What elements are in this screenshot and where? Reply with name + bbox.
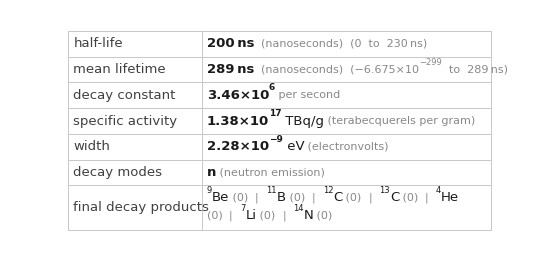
Text: (terabecquerels per gram): (terabecquerels per gram): [324, 116, 476, 126]
Text: He: He: [441, 191, 459, 204]
Text: 289 ns: 289 ns: [206, 63, 254, 76]
Text: |: |: [418, 192, 436, 203]
Text: 17: 17: [269, 109, 282, 118]
Text: 11: 11: [266, 186, 277, 195]
Text: mean lifetime: mean lifetime: [73, 63, 166, 76]
Text: 6: 6: [269, 83, 275, 92]
Text: half-life: half-life: [73, 37, 123, 50]
Text: to  289 ns): to 289 ns): [442, 64, 508, 75]
Text: 12: 12: [323, 186, 333, 195]
Text: (0): (0): [399, 193, 418, 203]
Text: TBq/g: TBq/g: [282, 115, 324, 127]
Text: (neutron emission): (neutron emission): [216, 167, 325, 178]
Text: 200 ns: 200 ns: [206, 37, 254, 50]
Text: C: C: [390, 191, 399, 204]
Text: (0): (0): [257, 211, 276, 220]
Text: (0): (0): [206, 211, 222, 220]
Text: (nanoseconds)  (0  to  230 ns): (nanoseconds) (0 to 230 ns): [254, 39, 428, 49]
Text: |: |: [305, 192, 323, 203]
Text: 7: 7: [240, 204, 245, 213]
Text: 13: 13: [379, 186, 390, 195]
Text: 9: 9: [206, 186, 212, 195]
Text: n: n: [206, 166, 216, 179]
Text: B: B: [277, 191, 286, 204]
Text: N: N: [304, 209, 313, 222]
Text: decay constant: decay constant: [73, 89, 176, 102]
Text: |: |: [248, 192, 266, 203]
Text: specific activity: specific activity: [73, 115, 177, 127]
Text: (electronvolts): (electronvolts): [304, 142, 389, 152]
Text: 3.46×10: 3.46×10: [206, 89, 269, 102]
Text: per second: per second: [275, 90, 341, 100]
Text: −9: −9: [269, 135, 283, 144]
Text: Be: Be: [212, 191, 229, 204]
Text: (0): (0): [229, 193, 248, 203]
Text: 4: 4: [436, 186, 441, 195]
Text: 1.38×10: 1.38×10: [206, 115, 269, 127]
Text: decay modes: decay modes: [73, 166, 162, 179]
Text: (0): (0): [313, 211, 333, 220]
Text: (0): (0): [342, 193, 361, 203]
Text: |: |: [361, 192, 379, 203]
Text: |: |: [276, 210, 293, 221]
Text: final decay products: final decay products: [73, 201, 209, 214]
Text: (nanoseconds)  (−6.675×10: (nanoseconds) (−6.675×10: [254, 64, 419, 75]
Text: 2.28×10: 2.28×10: [206, 140, 269, 153]
Text: |: |: [222, 210, 240, 221]
Text: width: width: [73, 140, 110, 153]
Text: (0): (0): [286, 193, 305, 203]
Text: 14: 14: [293, 204, 304, 213]
Text: eV: eV: [283, 140, 304, 153]
Text: Li: Li: [245, 209, 257, 222]
Text: C: C: [333, 191, 342, 204]
Text: −299: −299: [419, 58, 442, 67]
